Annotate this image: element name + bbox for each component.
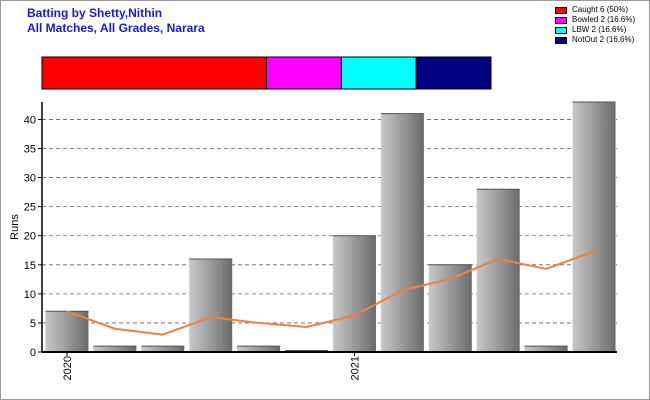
- bar-4: [237, 346, 281, 352]
- legend-label-caught: Caught 6 (50%): [572, 5, 629, 14]
- legend-swatch-bowled: [555, 16, 567, 24]
- y-tick-label-15: 15: [24, 260, 36, 272]
- x-tick-label-2020: 2020: [62, 356, 74, 380]
- y-tick-label-0: 0: [30, 347, 36, 359]
- legend-item-bowled: Bowled 2 (16.6%): [555, 15, 635, 25]
- y-tick-label-40: 40: [24, 114, 36, 126]
- legend-item-notout: NotOut 2 (16.6%): [555, 35, 635, 45]
- bar-2: [141, 346, 185, 352]
- y-tick-label-35: 35: [24, 144, 36, 156]
- bar-3: [189, 258, 233, 352]
- bar-1: [93, 346, 137, 352]
- bar-7: [380, 113, 424, 353]
- axes: [41, 102, 617, 353]
- legend-swatch-lbw: [555, 26, 567, 34]
- bar-6: [332, 235, 376, 352]
- legend-swatch-caught: [555, 6, 567, 14]
- legend-item-lbw: LBW 2 (16.6%): [555, 25, 635, 35]
- legend-label-notout: NotOut 2 (16.6%): [572, 35, 635, 44]
- y-tick-label-30: 30: [24, 173, 36, 185]
- dismissal-segment-1: [266, 56, 342, 90]
- dismissal-segment-0: [41, 56, 267, 90]
- bar-11: [572, 102, 616, 352]
- y-tick-label-10: 10: [24, 289, 36, 301]
- legend-label-lbw: LBW 2 (16.6%): [572, 25, 627, 34]
- legend-label-bowled: Bowled 2 (16.6%): [572, 15, 636, 24]
- chart-subtitle: All Matches, All Grades, Narara: [27, 21, 205, 35]
- y-axis-title: Runs: [9, 214, 21, 240]
- bar-series: [45, 101, 616, 353]
- dismissal-segment-2: [340, 56, 417, 90]
- legend: Caught 6 (50%) Bowled 2 (16.6%) LBW 2 (1…: [555, 5, 635, 45]
- y-tick-labels: 0 5 10 15 20 25 30 35 40: [24, 114, 42, 359]
- bar-0: [45, 311, 89, 352]
- average-line: [66, 250, 595, 336]
- bar-10: [524, 346, 568, 352]
- dismissal-segment-3: [415, 56, 492, 90]
- bar-9: [476, 189, 520, 352]
- legend-swatch-notout: [555, 36, 567, 44]
- legend-item-caught: Caught 6 (50%): [555, 5, 635, 15]
- line-series: [66, 250, 595, 336]
- chart-title: Batting by Shetty,Nithin: [27, 6, 163, 20]
- gridlines: [42, 119, 617, 324]
- y-tick-label-25: 25: [24, 202, 36, 214]
- x-tick-label-2021: 2021: [349, 356, 361, 380]
- y-tick-label-20: 20: [24, 231, 36, 243]
- dismissal-strip: [41, 56, 492, 90]
- y-tick-label-5: 5: [30, 318, 36, 330]
- x-tick-labels: 2020 2021: [62, 352, 361, 380]
